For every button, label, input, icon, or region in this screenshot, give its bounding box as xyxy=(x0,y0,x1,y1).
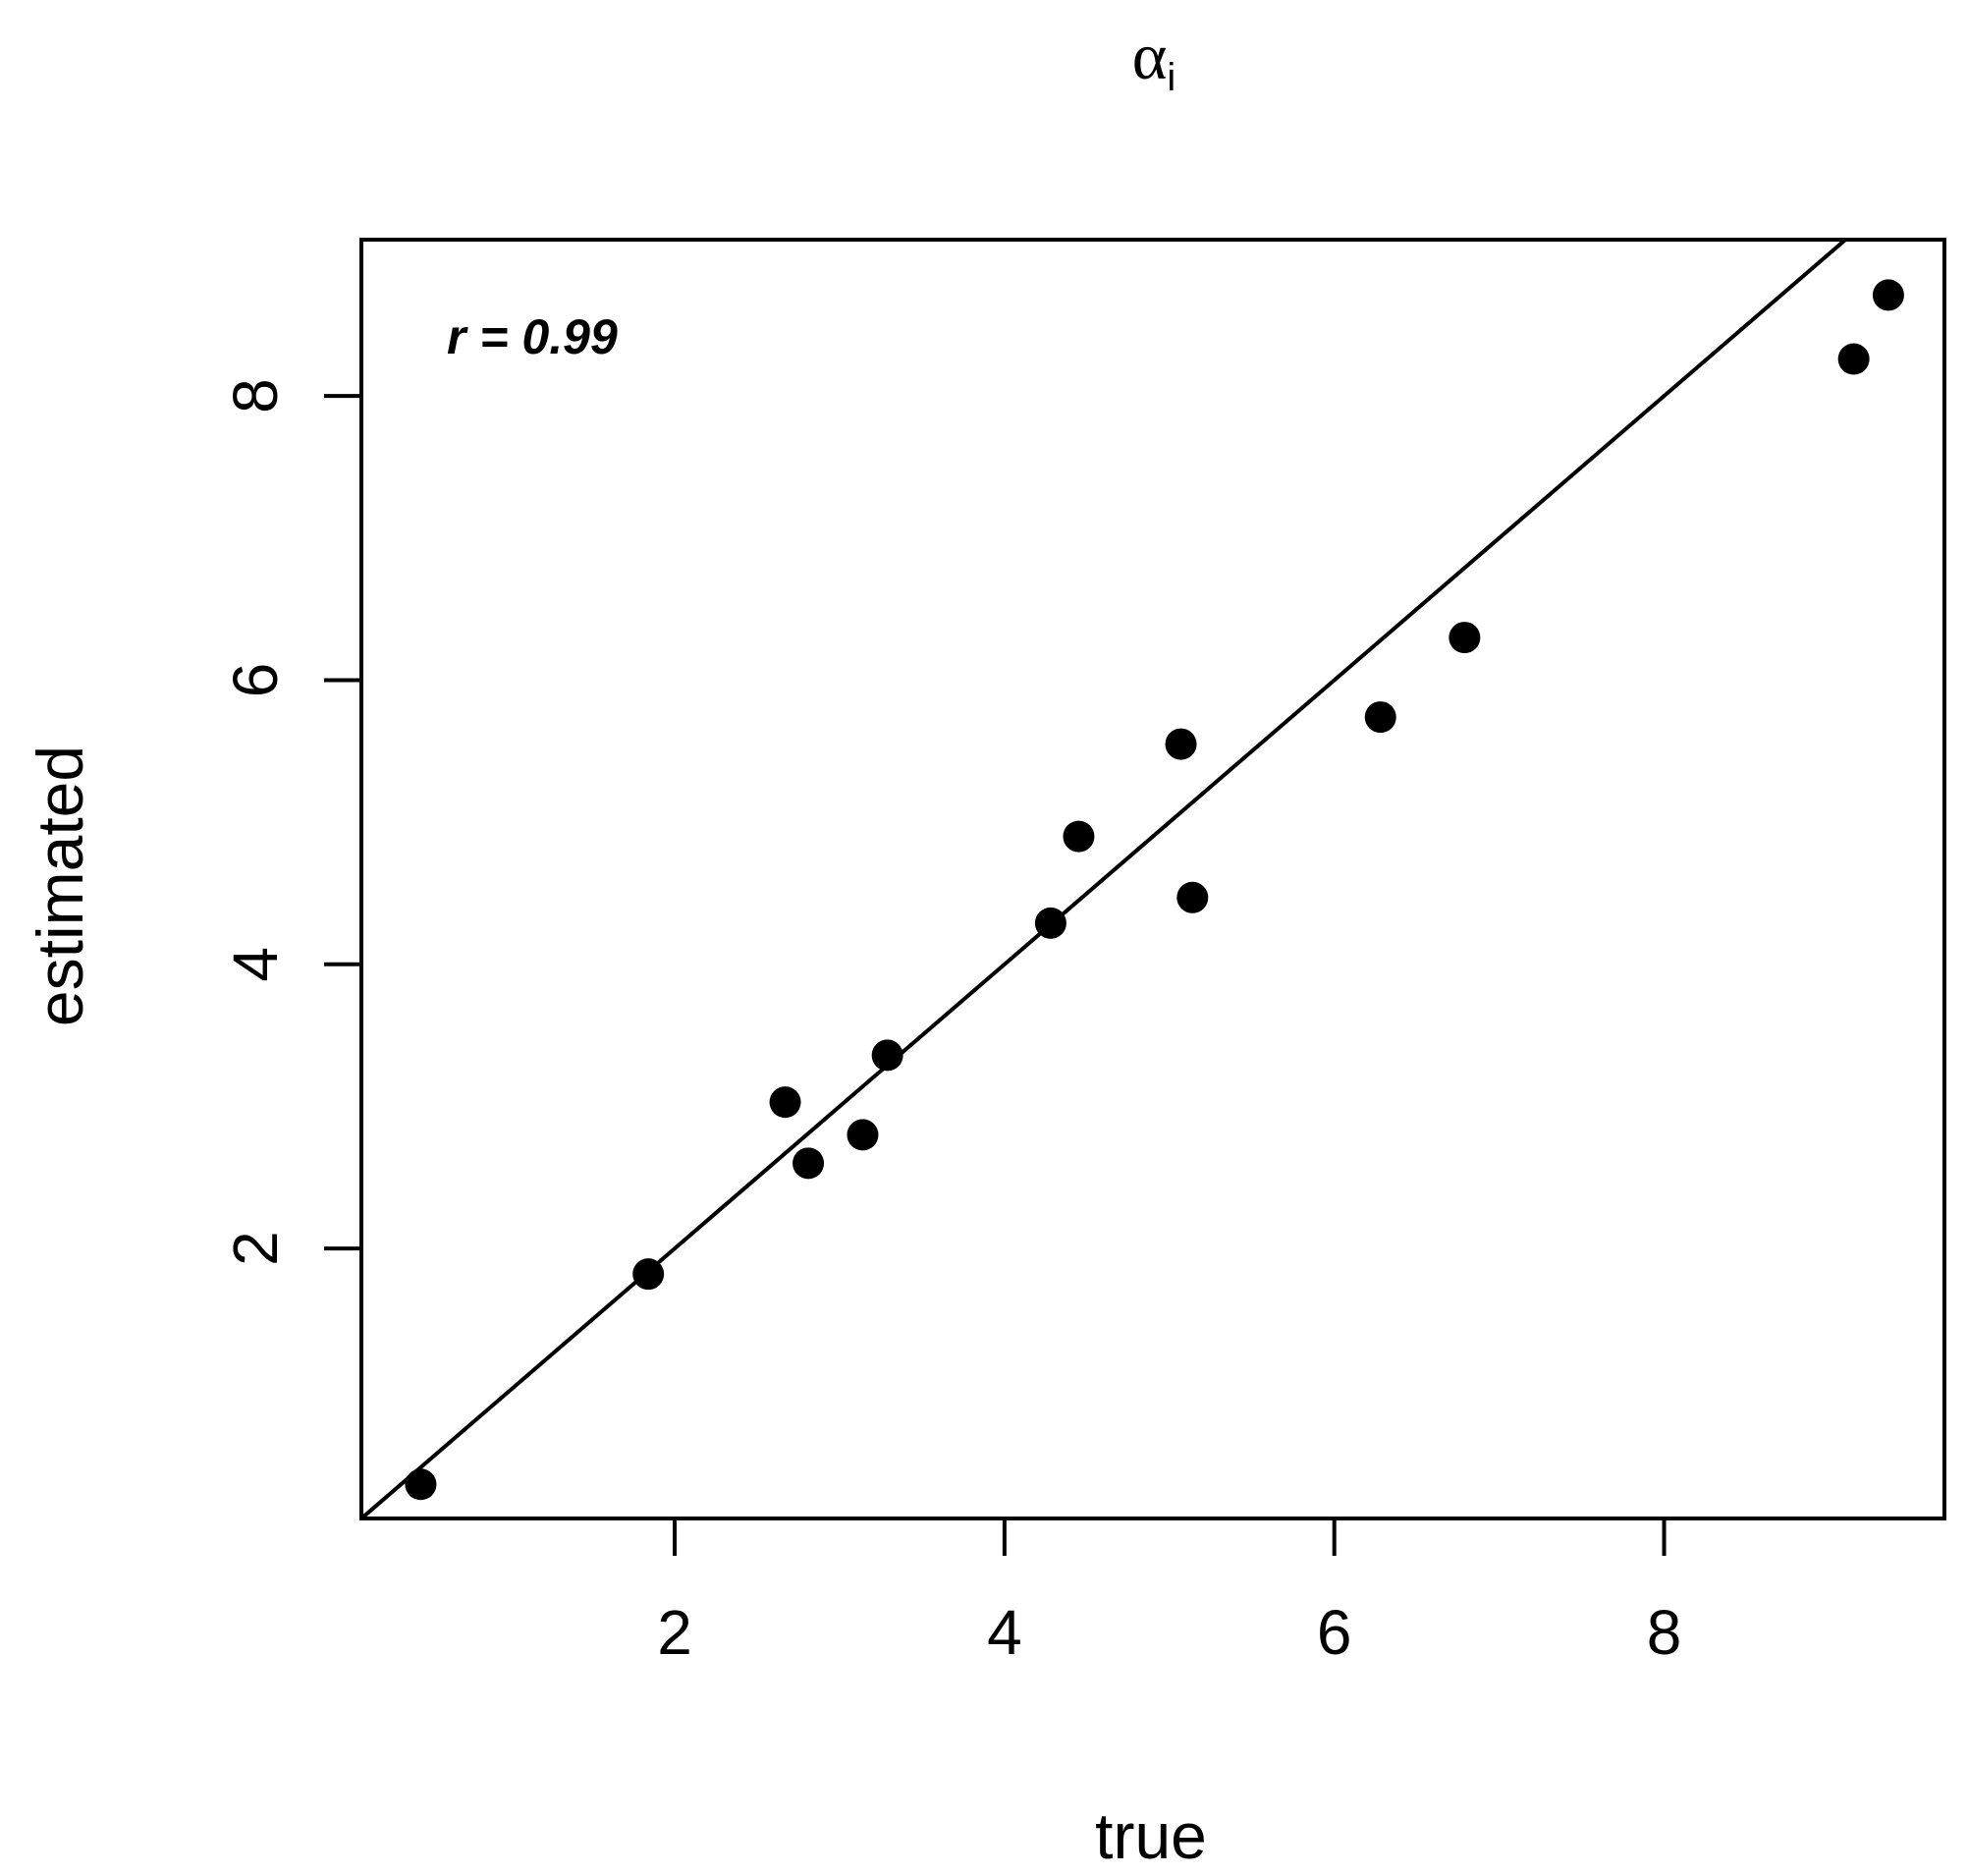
data-point-9 xyxy=(1176,881,1209,913)
data-point-6 xyxy=(1034,907,1066,939)
data-point-7 xyxy=(1063,820,1095,853)
plot-frame xyxy=(359,238,1946,1520)
data-point-3 xyxy=(793,1147,825,1180)
data-point-1 xyxy=(632,1258,665,1291)
chart-title-main: α xyxy=(1132,19,1168,93)
chart-marks: 2 4 6 8 2 4 6 8 xyxy=(220,240,1904,1668)
x-tick-label-0: 2 xyxy=(657,1597,692,1668)
x-tick-label-2: 6 xyxy=(1317,1597,1352,1668)
chart-title-subscript: i xyxy=(1167,56,1175,99)
chart-title: αi xyxy=(1132,19,1176,99)
reference-line xyxy=(361,240,1849,1518)
x-axis-title: true xyxy=(1095,1799,1207,1872)
data-point-2 xyxy=(769,1086,801,1119)
data-point-0 xyxy=(405,1468,437,1501)
data-point-5 xyxy=(871,1039,903,1072)
data-point-11 xyxy=(1449,622,1481,654)
data-point-12 xyxy=(1837,343,1870,375)
y-tick-label-3: 8 xyxy=(220,378,291,414)
data-point-8 xyxy=(1165,728,1197,760)
data-point-4 xyxy=(847,1119,879,1151)
correlation-annotation: r = 0.99 xyxy=(447,309,618,364)
x-tick-label-3: 8 xyxy=(1647,1597,1682,1668)
x-tick-label-1: 4 xyxy=(987,1597,1022,1668)
data-point-13 xyxy=(1872,279,1904,311)
y-tick-label-0: 2 xyxy=(220,1231,291,1266)
y-axis-title: estimated xyxy=(24,745,96,1026)
y-tick-label-2: 6 xyxy=(220,663,291,698)
data-point-10 xyxy=(1364,701,1396,734)
y-tick-label-1: 4 xyxy=(220,947,291,982)
